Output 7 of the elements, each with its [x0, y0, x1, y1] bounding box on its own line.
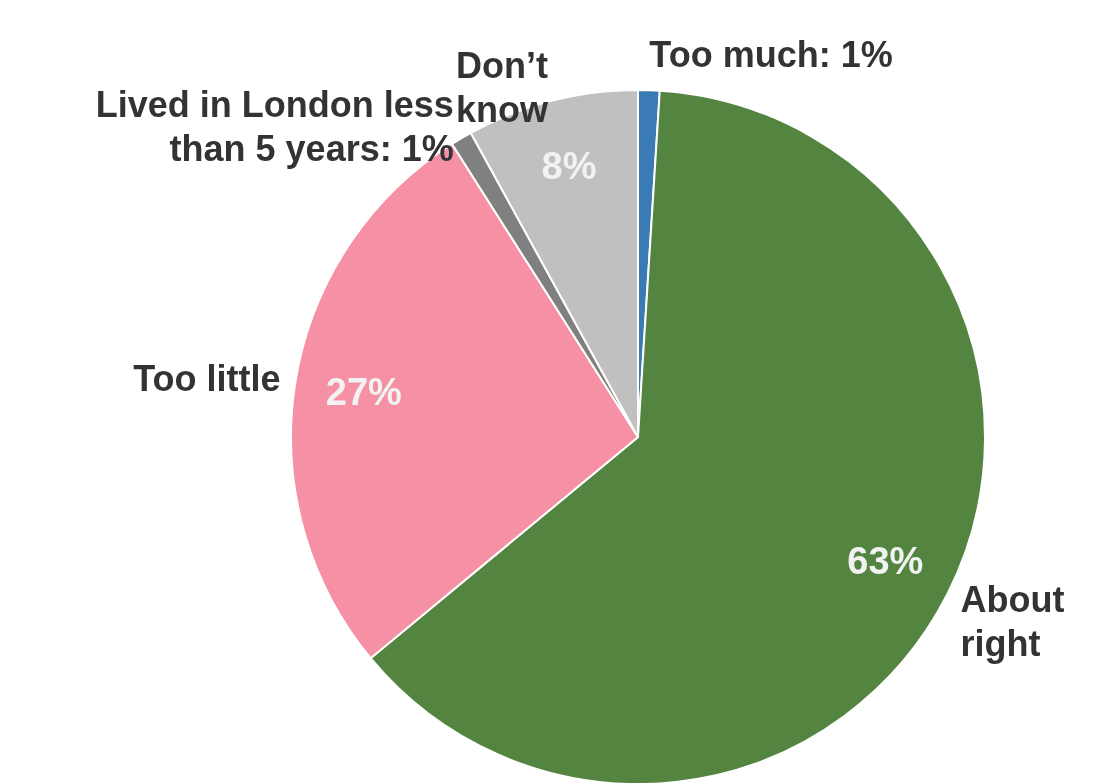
slice-label: Too little [133, 358, 281, 400]
slice-label: Don’t know [455, 45, 549, 131]
slice-label: About right [960, 579, 1065, 665]
slice-label: Too much: 1% [649, 34, 893, 76]
data-label: 63% [847, 540, 924, 583]
slice-label: Lived in London less than 5 years: 1% [95, 84, 454, 170]
data-label: 27% [325, 370, 402, 413]
